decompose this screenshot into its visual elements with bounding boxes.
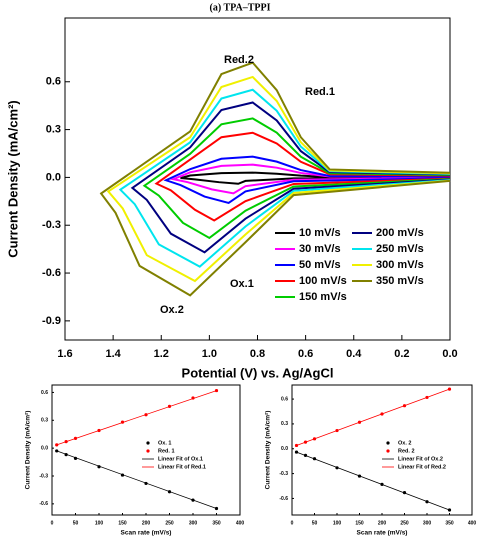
x-tick-label: 350	[212, 520, 221, 526]
y-tick-label: -0.6	[42, 267, 61, 279]
y-tick-label: 0.6	[281, 396, 288, 402]
legend-label: Linear Fit of Red.1	[158, 464, 206, 470]
legend-label: Linear Fit of Red.2	[398, 464, 446, 470]
plot-frame	[51, 384, 241, 516]
x-axis-label: Scan rate (mV/s)	[357, 530, 408, 537]
legend-label: 300 mV/s	[376, 259, 424, 271]
y-tick-label: 0.6	[46, 76, 61, 88]
fit-line	[56, 390, 217, 446]
annotation: Red.2	[224, 54, 254, 66]
x-tick-label: 200	[378, 520, 387, 526]
y-axis-label: Current Density (mA/cm²)	[25, 411, 32, 490]
data-point	[447, 508, 452, 512]
legend-marker	[386, 449, 390, 453]
annotation: Red.1	[305, 86, 335, 98]
y-tick-label: -0.3	[39, 473, 48, 479]
x-tick-label: 0.2	[394, 348, 409, 360]
x-tick-label: 250	[165, 520, 174, 526]
legend-marker	[146, 441, 150, 445]
y-tick-label: 0.0	[281, 446, 288, 452]
data-point	[55, 449, 59, 453]
legend-label: Ox. 2	[398, 440, 411, 446]
legend-label: Red. 2	[398, 448, 415, 454]
fit-line	[296, 451, 450, 511]
x-tick-label: 0.0	[442, 348, 457, 360]
x-axis-label: Potential (V) vs. Ag/AgCl	[182, 365, 334, 380]
legend-label: 30 mV/s	[299, 243, 341, 255]
cv-curve	[118, 88, 451, 268]
annotation: Ox.2	[160, 304, 184, 316]
x-tick-label: 0.8	[250, 348, 265, 360]
legend-label: 200 mV/s	[376, 227, 424, 239]
y-tick-label: -0.6	[39, 501, 48, 507]
legend-label: Linear Fit of Ox.2	[398, 456, 443, 462]
x-tick-label: 100	[95, 520, 104, 526]
x-tick-label: 400	[468, 520, 477, 526]
legend-label: 350 mV/s	[376, 275, 424, 287]
x-tick-label: 0.6	[298, 348, 313, 360]
legend-label: Ox. 1	[158, 440, 171, 446]
cv-curve	[163, 155, 451, 204]
fit-line	[296, 388, 450, 446]
y-tick-label: 0.3	[41, 418, 48, 424]
legend-label: 10 mV/s	[299, 227, 341, 239]
cv-curve	[106, 75, 451, 283]
legend-marker	[386, 441, 390, 445]
figure-title: (a) TPA–TPPI	[209, 2, 270, 13]
x-tick-label: 100	[333, 520, 342, 526]
cv-curve	[142, 117, 451, 240]
x-tick-label: 400	[236, 520, 245, 526]
x-tick-label: 0.4	[346, 348, 362, 360]
y-tick-label: 0.0	[46, 171, 61, 183]
legend-label: 150 mV/s	[299, 291, 347, 303]
cv-curve	[180, 171, 451, 185]
y-tick-label: -0.3	[279, 471, 288, 477]
legend-label: Red. 1	[158, 448, 175, 454]
cv-curve	[130, 101, 451, 254]
legend-label: 250 mV/s	[376, 243, 424, 255]
y-tick-label: 0.0	[41, 445, 48, 451]
y-tick-label: -0.3	[42, 219, 61, 231]
legend-label: 100 mV/s	[299, 275, 347, 287]
x-tick-label: 300	[423, 520, 432, 526]
x-tick-label: 1.0	[202, 348, 217, 360]
x-tick-label: 150	[118, 520, 127, 526]
legend-label: 50 mV/s	[299, 259, 341, 271]
cv-curve	[169, 163, 451, 195]
x-tick-label: 50	[73, 520, 79, 526]
x-tick-label: 50	[312, 520, 318, 526]
y-tick-label: 0.3	[281, 421, 288, 427]
cv-curve	[99, 61, 451, 297]
data-point	[55, 443, 59, 447]
y-tick-label: 0.3	[46, 123, 61, 135]
x-tick-label: 1.2	[154, 348, 169, 360]
x-tick-label: 1.4	[105, 348, 121, 360]
fit-line	[56, 450, 217, 509]
cv-curve	[154, 131, 451, 222]
annotation: Ox.1	[230, 278, 254, 290]
legend-label: Linear Fit of Ox.1	[158, 456, 203, 462]
x-tick-label: 250	[400, 520, 409, 526]
x-tick-label: 300	[189, 520, 198, 526]
y-tick-label: -0.9	[42, 315, 61, 327]
x-tick-label: 0	[51, 520, 54, 526]
y-tick-label: 0.6	[41, 390, 48, 396]
x-tick-label: 200	[142, 520, 151, 526]
y-axis-label: Current Density (mA/cm²)	[265, 411, 272, 490]
x-tick-label: 0	[291, 520, 294, 526]
y-tick-label: -0.6	[279, 496, 288, 502]
y-axis-label: Current Density (mA/cm²)	[5, 100, 20, 257]
x-tick-label: 150	[355, 520, 364, 526]
x-tick-label: 350	[445, 520, 454, 526]
x-axis-label: Scan rate (mV/s)	[121, 530, 172, 537]
x-tick-label: 1.6	[57, 348, 72, 360]
legend-marker	[146, 449, 150, 453]
plot-frame	[291, 384, 473, 516]
